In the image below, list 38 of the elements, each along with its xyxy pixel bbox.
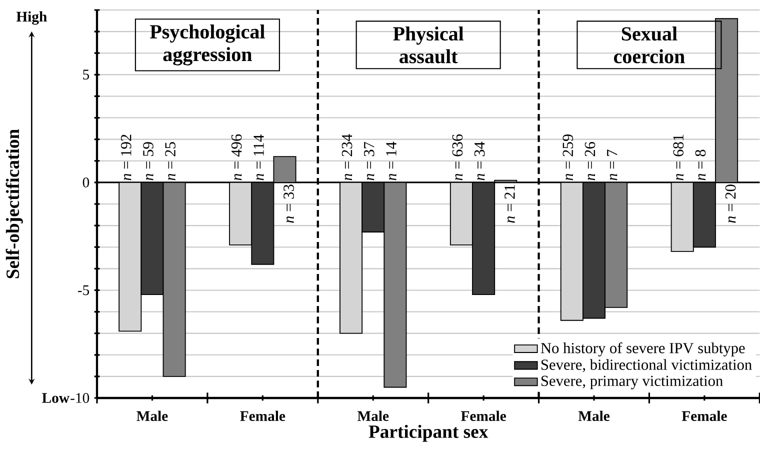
annotation: n = 59 bbox=[143, 142, 154, 180]
annotation: Physical assault bbox=[393, 26, 464, 64]
annotation: n = 259 bbox=[562, 134, 574, 180]
annotation: n = 26 bbox=[584, 142, 596, 180]
annotation: n = 8 bbox=[695, 150, 706, 180]
x-tick-label: Male bbox=[357, 410, 389, 422]
annotation: n = 114 bbox=[254, 134, 264, 180]
annotation: n = 33 bbox=[284, 184, 294, 223]
text: High bbox=[16, 11, 47, 25]
legend-label: Severe, bidirectional victimization bbox=[541, 359, 752, 372]
annotation: n = 25 bbox=[165, 142, 176, 180]
x-tick-label: Female bbox=[240, 410, 286, 422]
annotation: n = 681 bbox=[673, 134, 684, 180]
x-axis-title: Participant sex bbox=[368, 424, 488, 442]
annotation: n = 234 bbox=[342, 134, 352, 180]
annotation: n = 636 bbox=[452, 134, 463, 180]
legend-label: Severe, primary victimization bbox=[541, 376, 723, 390]
annotation: n = 496 bbox=[231, 134, 242, 180]
y-tick-label: -10 bbox=[70, 393, 90, 403]
annotation: n = 20 bbox=[725, 184, 736, 223]
text: Low bbox=[42, 393, 70, 403]
x-tick-label: Female bbox=[461, 410, 506, 422]
annotation: n = 7 bbox=[607, 150, 618, 180]
annotation: n = 21 bbox=[504, 184, 515, 223]
annotation: n = 14 bbox=[386, 142, 396, 180]
y-axis-title: Self-objectification bbox=[6, 129, 23, 278]
y-tick-label: -5 bbox=[78, 285, 90, 296]
annotation: Sexual coercion bbox=[614, 26, 685, 64]
y-tick-label: 0 bbox=[82, 178, 90, 188]
x-tick-label: Male bbox=[136, 410, 168, 422]
annotation: n = 192 bbox=[120, 134, 132, 180]
x-tick-label: Female bbox=[682, 410, 727, 422]
legend-label: No history of severe IPV subtype bbox=[540, 342, 745, 356]
annotation: Psychological aggression bbox=[150, 24, 265, 66]
x-tick-label: Male bbox=[578, 410, 610, 422]
annotation: n = 34 bbox=[474, 142, 485, 180]
y-tick-label: 5 bbox=[83, 70, 90, 80]
annotation: n = 37 bbox=[364, 142, 374, 180]
